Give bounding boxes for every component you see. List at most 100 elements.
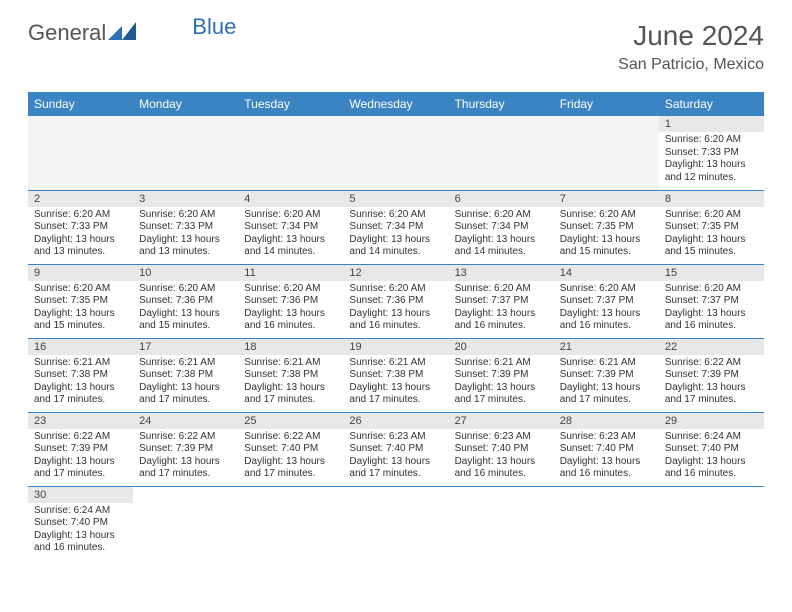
- calendar-week-row: 23Sunrise: 6:22 AMSunset: 7:39 PMDayligh…: [28, 412, 764, 486]
- day-info: Sunrise: 6:23 AMSunset: 7:40 PMDaylight:…: [343, 429, 448, 485]
- day-info-line: and 15 minutes.: [665, 246, 758, 259]
- day-info: Sunrise: 6:20 AMSunset: 7:34 PMDaylight:…: [343, 207, 448, 263]
- day-info-line: Sunset: 7:38 PM: [34, 369, 127, 382]
- calendar-day-cell: 30Sunrise: 6:24 AMSunset: 7:40 PMDayligh…: [28, 486, 133, 560]
- logo-triangle-icon: [108, 20, 136, 46]
- day-info-line: Sunrise: 6:20 AM: [244, 209, 337, 222]
- day-info: Sunrise: 6:21 AMSunset: 7:38 PMDaylight:…: [238, 355, 343, 411]
- day-info-line: and 17 minutes.: [349, 394, 442, 407]
- day-info: Sunrise: 6:21 AMSunset: 7:38 PMDaylight:…: [343, 355, 448, 411]
- day-info-line: and 17 minutes.: [139, 394, 232, 407]
- day-info-line: and 13 minutes.: [34, 246, 127, 259]
- day-number: 1: [659, 116, 764, 132]
- day-info: Sunrise: 6:20 AMSunset: 7:37 PMDaylight:…: [659, 281, 764, 337]
- day-info: Sunrise: 6:20 AMSunset: 7:37 PMDaylight:…: [449, 281, 554, 337]
- day-info-line: and 17 minutes.: [244, 394, 337, 407]
- day-number: 4: [238, 191, 343, 207]
- day-number: 14: [554, 265, 659, 281]
- day-info-line: Daylight: 13 hours: [349, 456, 442, 469]
- day-info: Sunrise: 6:21 AMSunset: 7:38 PMDaylight:…: [28, 355, 133, 411]
- weekday-header: Monday: [133, 92, 238, 116]
- calendar-day-cell: [133, 486, 238, 560]
- day-number: 10: [133, 265, 238, 281]
- day-info-line: Sunset: 7:39 PM: [455, 369, 548, 382]
- day-info-line: Daylight: 13 hours: [349, 234, 442, 247]
- day-info-line: Sunset: 7:39 PM: [139, 443, 232, 456]
- day-info-line: and 12 minutes.: [665, 172, 758, 185]
- day-info-line: Sunset: 7:39 PM: [560, 369, 653, 382]
- day-number: 17: [133, 339, 238, 355]
- day-number: 29: [659, 413, 764, 429]
- day-info-line: and 14 minutes.: [244, 246, 337, 259]
- day-number: 2: [28, 191, 133, 207]
- calendar-body: 1Sunrise: 6:20 AMSunset: 7:33 PMDaylight…: [28, 116, 764, 560]
- day-info-line: Sunset: 7:36 PM: [349, 295, 442, 308]
- calendar-day-cell: 29Sunrise: 6:24 AMSunset: 7:40 PMDayligh…: [659, 412, 764, 486]
- day-number: 9: [28, 265, 133, 281]
- day-info-line: Daylight: 13 hours: [455, 382, 548, 395]
- day-info: Sunrise: 6:20 AMSunset: 7:33 PMDaylight:…: [659, 132, 764, 188]
- day-number: 26: [343, 413, 448, 429]
- day-info-line: Sunrise: 6:20 AM: [244, 283, 337, 296]
- weekday-header: Tuesday: [238, 92, 343, 116]
- day-info-line: Daylight: 13 hours: [560, 382, 653, 395]
- day-info: Sunrise: 6:22 AMSunset: 7:39 PMDaylight:…: [659, 355, 764, 411]
- day-info-line: Sunrise: 6:21 AM: [560, 357, 653, 370]
- day-info-line: Sunset: 7:40 PM: [455, 443, 548, 456]
- day-info-line: Sunrise: 6:20 AM: [455, 283, 548, 296]
- calendar-day-cell: [554, 116, 659, 190]
- day-info: Sunrise: 6:22 AMSunset: 7:40 PMDaylight:…: [238, 429, 343, 485]
- calendar-day-cell: 11Sunrise: 6:20 AMSunset: 7:36 PMDayligh…: [238, 264, 343, 338]
- day-info-line: Sunrise: 6:20 AM: [560, 283, 653, 296]
- calendar-day-cell: 22Sunrise: 6:22 AMSunset: 7:39 PMDayligh…: [659, 338, 764, 412]
- day-info-line: Sunset: 7:34 PM: [349, 221, 442, 234]
- day-info-line: Sunrise: 6:21 AM: [455, 357, 548, 370]
- calendar-day-cell: 25Sunrise: 6:22 AMSunset: 7:40 PMDayligh…: [238, 412, 343, 486]
- day-info-line: Sunset: 7:36 PM: [244, 295, 337, 308]
- day-info-line: and 17 minutes.: [349, 468, 442, 481]
- day-info-line: Daylight: 13 hours: [34, 530, 127, 543]
- day-info-line: Daylight: 13 hours: [34, 382, 127, 395]
- calendar-day-cell: 15Sunrise: 6:20 AMSunset: 7:37 PMDayligh…: [659, 264, 764, 338]
- day-number: 28: [554, 413, 659, 429]
- calendar-week-row: 2Sunrise: 6:20 AMSunset: 7:33 PMDaylight…: [28, 190, 764, 264]
- day-info-line: and 16 minutes.: [244, 320, 337, 333]
- day-info-line: Sunrise: 6:20 AM: [34, 283, 127, 296]
- day-info-line: Daylight: 13 hours: [455, 308, 548, 321]
- day-info-line: Sunset: 7:38 PM: [139, 369, 232, 382]
- brand-word-1: General: [28, 20, 106, 46]
- day-number: 16: [28, 339, 133, 355]
- weekday-header-row: SundayMondayTuesdayWednesdayThursdayFrid…: [28, 92, 764, 116]
- calendar-day-cell: 16Sunrise: 6:21 AMSunset: 7:38 PMDayligh…: [28, 338, 133, 412]
- calendar-week-row: 30Sunrise: 6:24 AMSunset: 7:40 PMDayligh…: [28, 486, 764, 560]
- day-info-line: Sunrise: 6:21 AM: [34, 357, 127, 370]
- day-info: Sunrise: 6:21 AMSunset: 7:39 PMDaylight:…: [554, 355, 659, 411]
- day-number: 11: [238, 265, 343, 281]
- day-info-line: Sunrise: 6:22 AM: [665, 357, 758, 370]
- day-info-line: Sunrise: 6:20 AM: [349, 283, 442, 296]
- calendar-week-row: 1Sunrise: 6:20 AMSunset: 7:33 PMDaylight…: [28, 116, 764, 190]
- calendar-week-row: 16Sunrise: 6:21 AMSunset: 7:38 PMDayligh…: [28, 338, 764, 412]
- day-info-line: Sunset: 7:35 PM: [34, 295, 127, 308]
- calendar-day-cell: 2Sunrise: 6:20 AMSunset: 7:33 PMDaylight…: [28, 190, 133, 264]
- calendar-day-cell: 20Sunrise: 6:21 AMSunset: 7:39 PMDayligh…: [449, 338, 554, 412]
- calendar-day-cell: 3Sunrise: 6:20 AMSunset: 7:33 PMDaylight…: [133, 190, 238, 264]
- day-info-line: and 17 minutes.: [560, 394, 653, 407]
- weekday-header: Friday: [554, 92, 659, 116]
- day-info: Sunrise: 6:24 AMSunset: 7:40 PMDaylight:…: [28, 503, 133, 559]
- day-info: Sunrise: 6:23 AMSunset: 7:40 PMDaylight:…: [449, 429, 554, 485]
- calendar-day-cell: [449, 116, 554, 190]
- day-number: 24: [133, 413, 238, 429]
- day-info: Sunrise: 6:21 AMSunset: 7:39 PMDaylight:…: [449, 355, 554, 411]
- day-info-line: Daylight: 13 hours: [34, 234, 127, 247]
- day-info-line: Daylight: 13 hours: [665, 456, 758, 469]
- day-info-line: Sunrise: 6:22 AM: [34, 431, 127, 444]
- day-info-line: Sunrise: 6:21 AM: [139, 357, 232, 370]
- day-info-line: and 17 minutes.: [34, 394, 127, 407]
- day-number: 7: [554, 191, 659, 207]
- weekday-header: Thursday: [449, 92, 554, 116]
- calendar-day-cell: 1Sunrise: 6:20 AMSunset: 7:33 PMDaylight…: [659, 116, 764, 190]
- day-info-line: and 17 minutes.: [665, 394, 758, 407]
- page-header: General Blue June 2024 San Patricio, Mex…: [28, 20, 764, 74]
- calendar-day-cell: [343, 486, 448, 560]
